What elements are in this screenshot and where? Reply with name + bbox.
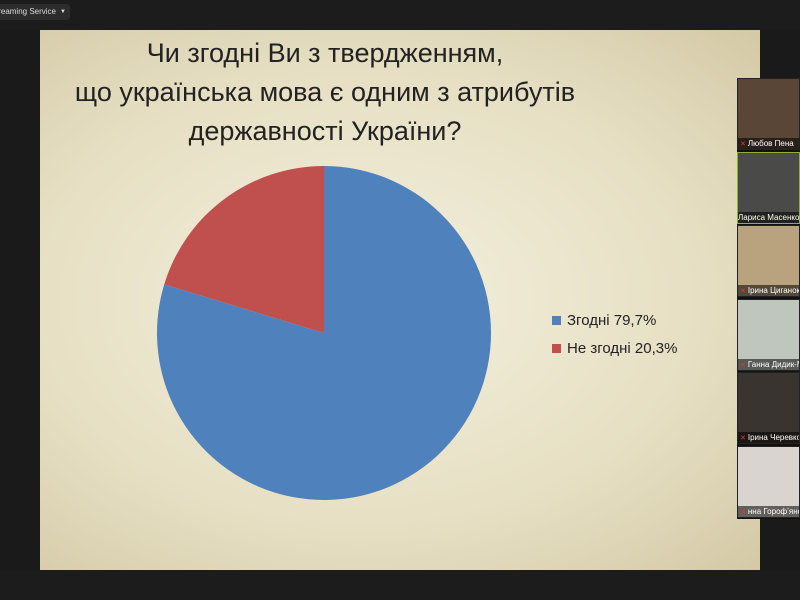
- slide-title: Чи згодні Ви з твердженням, що українськ…: [40, 34, 610, 151]
- participant-tile[interactable]: ✕ Ганна Дидик-М: [737, 298, 800, 371]
- mic-muted-icon: ✕: [740, 288, 746, 295]
- bottom-bar: [0, 570, 800, 600]
- mic-muted-icon: ✕: [740, 508, 746, 516]
- title-line: що українська мова є одним з атрибутів: [74, 77, 576, 107]
- pie-slice-disagree: [164, 166, 324, 333]
- legend-item-agree: Згодні 79,7%: [552, 312, 656, 329]
- streaming-service-dropdown[interactable]: e Streaming Service ▼: [0, 4, 70, 20]
- participant-tile[interactable]: ✕ нна Горофʼяно: [737, 445, 800, 518]
- participant-name: ✕ нна Горофʼяно: [738, 505, 799, 517]
- participant-name: ✕ Ірина Черевко: [738, 432, 799, 443]
- legend-label: Згодні 79,7%: [567, 312, 657, 329]
- participant-name-text: Лариса Масенко: [738, 212, 799, 222]
- legend-label: Не згодні 20,3%: [567, 340, 678, 357]
- mic-muted-icon: ✕: [740, 141, 746, 148]
- participant-video-strip[interactable]: ✕ Любов Пена Лариса Масенко ✕ Ірина Циганок ✕…: [737, 78, 800, 519]
- participant-name-text: Ірина Черевко: [747, 433, 799, 442]
- legend-swatch: [552, 316, 561, 325]
- participant-name: ✕ Ірина Циганок: [738, 285, 799, 296]
- participant-name: Лариса Масенко: [738, 211, 799, 223]
- participant-name-text: нна Горофʼяно: [747, 506, 799, 516]
- title-line: державності України?: [188, 116, 462, 146]
- participant-name: ✕ Ганна Дидик-М: [738, 358, 799, 370]
- title-line: Чи згодні Ви з твердженням,: [146, 38, 504, 68]
- mic-muted-icon: ✕: [740, 361, 746, 369]
- participant-name-text: Ганна Дидик-М: [747, 359, 799, 369]
- legend-swatch: [552, 344, 561, 353]
- legend-item-disagree: Не згодні 20,3%: [552, 340, 677, 357]
- mic-muted-icon: ✕: [740, 435, 746, 442]
- participant-tile[interactable]: ✕ Любов Пена: [737, 78, 800, 150]
- participant-name-text: Любов Пена: [747, 139, 794, 148]
- top-bar: e Streaming Service ▼: [0, 0, 800, 30]
- participant-tile[interactable]: ✕ Ірина Циганок: [737, 225, 800, 297]
- pie-chart: [157, 166, 492, 500]
- participant-tile[interactable]: ✕ Ірина Черевко: [737, 372, 800, 444]
- streaming-label: e Streaming Service: [0, 7, 56, 16]
- shared-slide: Чи згодні Ви з твердженням, що українськ…: [40, 30, 760, 570]
- caret-down-icon: ▼: [60, 9, 66, 15]
- participant-name-text: Ірина Циганок: [747, 286, 799, 295]
- participant-tile[interactable]: Лариса Масенко: [737, 151, 800, 224]
- participant-name: ✕ Любов Пена: [738, 138, 799, 149]
